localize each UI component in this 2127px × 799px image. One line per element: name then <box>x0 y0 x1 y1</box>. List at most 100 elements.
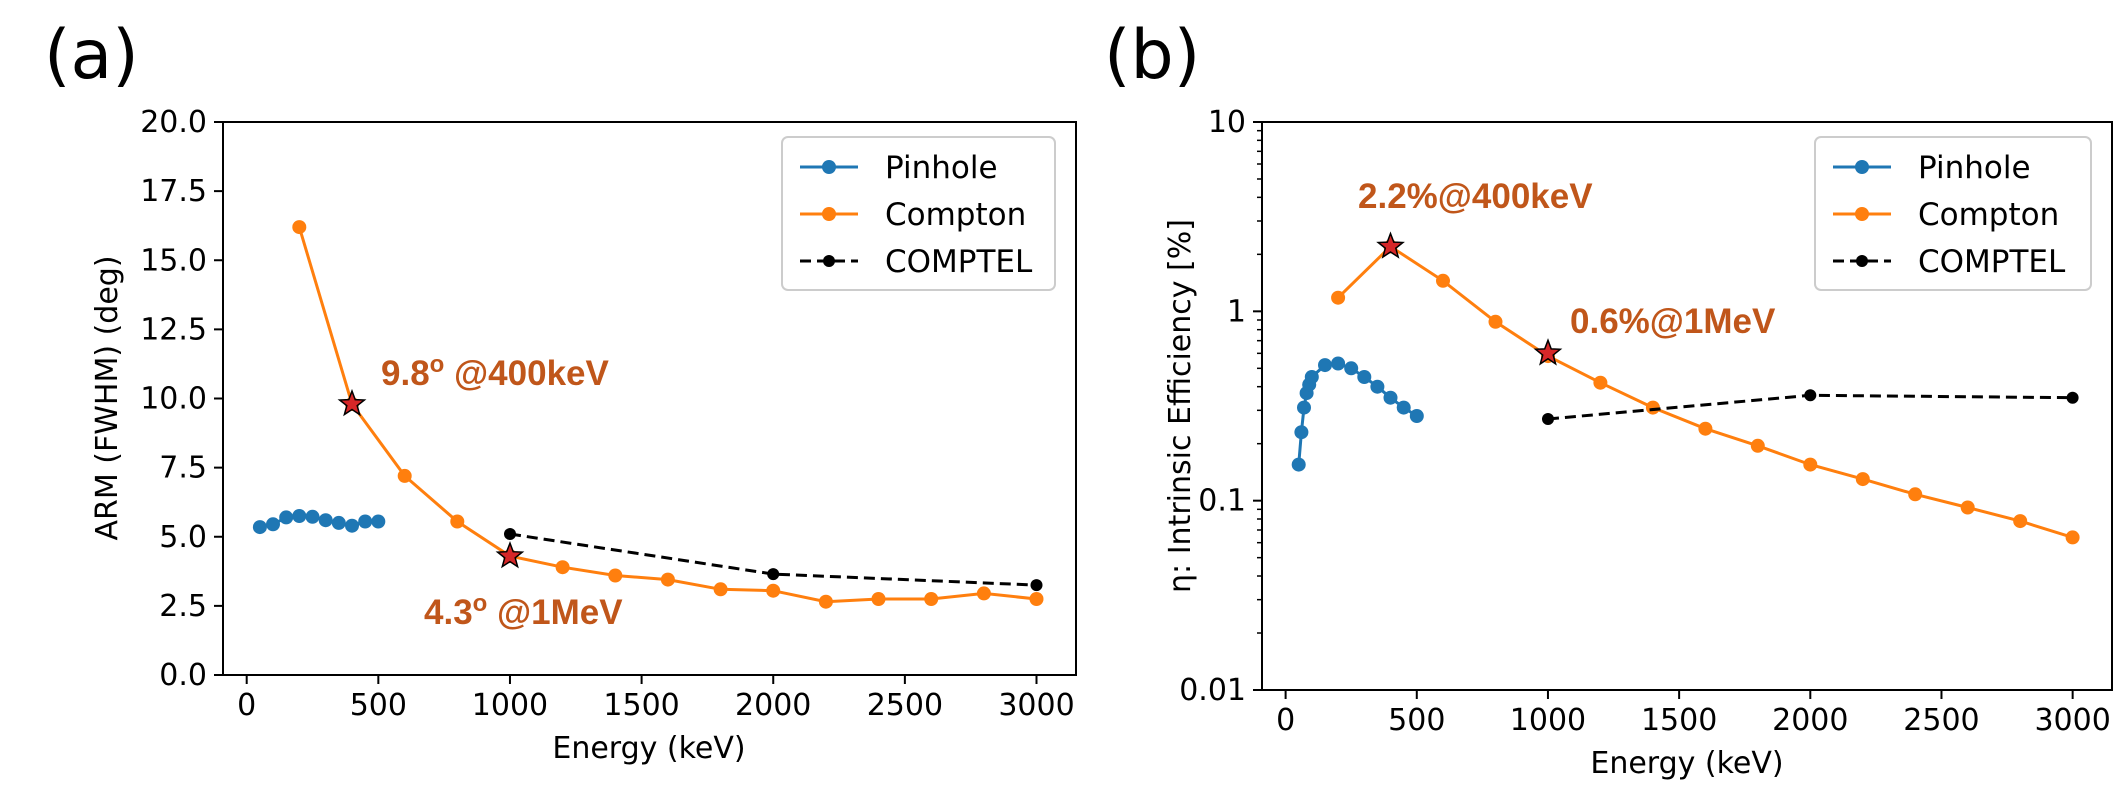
annotation-degree: o <box>473 590 488 617</box>
data-point-pinhole <box>1331 356 1346 371</box>
annotation-value: 4.3 <box>424 593 473 632</box>
legend-marker-comptel <box>823 255 835 267</box>
annotation-energy: @400keV <box>444 354 609 393</box>
data-point-pinhole <box>1409 409 1424 423</box>
panel-b-annotation-2: 0.6%@1MeV <box>1570 302 1776 341</box>
data-point-comptel <box>1030 579 1043 592</box>
data-point-pinhole <box>318 513 333 528</box>
legend-label-compton: Compton <box>885 197 1026 233</box>
data-point-pinhole <box>1344 361 1359 376</box>
data-point-pinhole <box>345 518 359 533</box>
data-point-pinhole <box>252 520 267 535</box>
data-point-compton <box>608 568 623 583</box>
data-point-comptel <box>767 568 780 581</box>
data-point-pinhole <box>1297 400 1311 415</box>
x-tick-label: 3000 <box>2034 703 2110 738</box>
legend-marker-compton <box>1855 207 1869 221</box>
series-pinhole <box>252 509 386 535</box>
data-point-pinhole <box>1304 370 1319 384</box>
data-point-comptel <box>504 528 516 540</box>
panel-a-legend: Pinhole Compton COMPTEL <box>781 136 1056 291</box>
data-point-compton <box>1488 314 1503 329</box>
panel-a: (a) 0 500 1000 1500 2000 2500 3000 0.0 2.5 5.0 7.5… <box>44 16 1077 766</box>
data-point-compton <box>713 582 728 597</box>
svg-text:9.8o @400keV: 9.8o @400keV <box>381 351 610 393</box>
data-point-compton <box>450 514 465 529</box>
x-tick-label: 2500 <box>1903 703 1979 738</box>
data-point-pinhole <box>1396 400 1411 415</box>
data-point-compton <box>1645 400 1660 415</box>
y-tick-label: 5.0 <box>159 520 207 555</box>
highlight-star-marker <box>337 388 367 417</box>
data-point-compton <box>1750 438 1765 453</box>
x-tick-label: 2000 <box>735 688 811 723</box>
panel-a-annotation-2: 4.3o @1MeV <box>424 590 623 632</box>
data-point-compton <box>292 220 307 235</box>
highlight-star-marker <box>495 540 525 569</box>
data-point-pinhole <box>1291 457 1306 472</box>
series-line-comptel <box>509 532 1037 587</box>
legend-marker-comptel <box>1856 255 1868 267</box>
y-tick-label: 0.0 <box>159 658 207 693</box>
panel-a-frame <box>222 121 1077 676</box>
data-point-compton <box>766 583 781 598</box>
panel-b-label: (b) <box>1104 16 1200 95</box>
legend-label-pinhole: Pinhole <box>1918 150 2031 186</box>
series-comptel <box>1542 389 2079 425</box>
data-point-compton <box>1331 290 1346 305</box>
x-tick-label: 1500 <box>603 688 679 723</box>
annotation-value: 9.8 <box>381 354 430 393</box>
data-point-pinhole <box>1383 390 1398 405</box>
y-tick-label: 12.5 <box>140 312 207 347</box>
y-tick-label: 15.0 <box>140 243 207 278</box>
data-point-compton <box>1436 273 1450 288</box>
data-point-pinhole <box>292 509 307 523</box>
x-tick-label: 500 <box>1388 703 1445 738</box>
legend-marker-pinhole <box>822 160 836 174</box>
data-point-compton <box>818 594 833 609</box>
x-tick-label: 1000 <box>1510 703 1586 738</box>
legend-marker-compton <box>822 207 836 221</box>
panel-a-label: (a) <box>44 16 139 95</box>
x-tick-label: 1500 <box>1641 703 1717 738</box>
annotation-energy: @1MeV <box>487 593 623 632</box>
data-point-pinhole <box>1294 425 1309 440</box>
panel-b-annotation-1: 2.2%@400keV <box>1358 177 1593 216</box>
series-pinhole <box>1291 356 1424 472</box>
panel-b-plot-area: 0 500 1000 1500 2000 2500 3000 0.01 0.1 1 10 <box>1179 105 2111 738</box>
panel-b-ylabel: η: Intrinsic Efficiency [%] <box>1163 219 1198 593</box>
data-point-pinhole <box>1357 370 1372 384</box>
series-comptel <box>504 528 1043 592</box>
data-point-pinhole <box>266 517 280 532</box>
data-point-pinhole <box>371 514 386 529</box>
data-point-compton <box>1960 500 1975 515</box>
legend-frame <box>1814 136 2092 291</box>
y-tick-label: 10 <box>1208 105 1246 140</box>
legend-frame <box>781 136 1056 291</box>
x-tick-label: 0 <box>1276 703 1295 738</box>
data-point-compton <box>1698 421 1713 436</box>
y-tick-label: 0.1 <box>1198 484 1246 519</box>
data-point-pinhole <box>331 515 346 530</box>
y-tick-label: 10.0 <box>140 382 207 417</box>
data-point-comptel <box>2066 391 2079 404</box>
y-tick-label: 7.5 <box>159 451 207 486</box>
panel-b: (b) 0 500 1000 1500 2000 2500 3000 0.01 0.1 1 10 E… <box>1104 16 2113 781</box>
data-point-compton <box>2065 530 2080 545</box>
data-point-compton <box>871 592 886 606</box>
data-point-pinhole <box>1370 379 1385 394</box>
data-point-compton <box>924 592 939 606</box>
data-point-compton <box>2013 514 2028 529</box>
panel-b-legend: Pinhole Compton COMPTEL <box>1814 136 2092 291</box>
y-tick-label: 0.01 <box>1179 673 1246 708</box>
data-point-pinhole <box>1318 358 1332 373</box>
data-point-compton <box>976 586 991 601</box>
x-tick-label: 0 <box>237 688 256 723</box>
y-tick-label: 17.5 <box>140 174 207 209</box>
highlight-star-marker <box>1533 338 1563 366</box>
data-point-compton <box>1908 487 1923 502</box>
panel-a-xlabel: Energy (keV) <box>552 731 745 766</box>
data-point-pinhole <box>358 514 373 529</box>
legend-label-compton: Compton <box>1918 197 2059 233</box>
y-tick-label: 20.0 <box>140 105 207 140</box>
